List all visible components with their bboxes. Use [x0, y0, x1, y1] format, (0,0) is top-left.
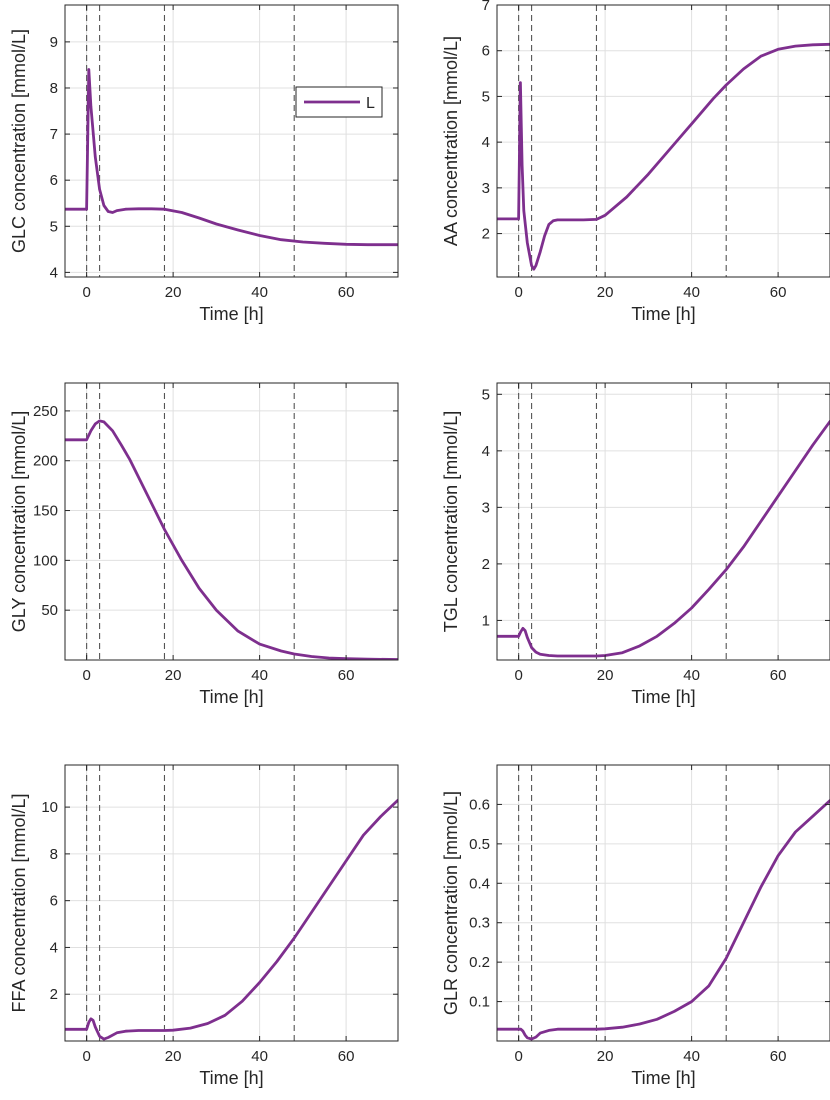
x-axis-label: Time [h]	[631, 304, 695, 324]
x-tick-label: 0	[82, 284, 90, 301]
plot-area	[65, 383, 398, 660]
y-tick-label: 7	[482, 0, 490, 14]
y-tick-label: 0.5	[469, 836, 490, 853]
x-tick-label: 40	[683, 1048, 700, 1065]
y-axis-label: AA concentration [mmol/L]	[441, 36, 461, 246]
y-tick-label: 150	[33, 503, 58, 520]
y-tick-label: 0.1	[469, 994, 490, 1011]
x-tick-label: 60	[338, 284, 355, 301]
y-axis-label: GLY concentration [mmol/L]	[9, 411, 29, 632]
y-tick-label: 0.2	[469, 954, 490, 971]
x-axis-label: Time [h]	[199, 304, 263, 324]
x-axis-label: Time [h]	[631, 687, 695, 707]
y-axis-label: GLC concentration [mmol/L]	[9, 29, 29, 253]
y-tick-label: 3	[482, 180, 490, 197]
y-tick-label: 6	[50, 172, 58, 189]
chart-aa: 0 20 40 60 2 3 4 5 6 7 Time [h] AA concentration [m…	[441, 0, 830, 324]
axes-box	[64, 4, 399, 278]
series-line-L	[497, 799, 830, 1041]
legend-label: L	[366, 95, 375, 112]
x-tick-label: 20	[165, 667, 182, 684]
plot-area	[497, 383, 830, 660]
x-axis-label: Time [h]	[199, 687, 263, 707]
x-tick-label: 60	[770, 667, 787, 684]
x-tick-label: 60	[338, 667, 355, 684]
plot-area	[65, 765, 398, 1041]
y-tick-label: 0.3	[469, 915, 490, 932]
chart-tgl: 0 20 40 60 1 2 3 4 5 Time [h] TGL concentration [m…	[441, 382, 830, 707]
x-tick-label: 40	[683, 667, 700, 684]
y-tick-label: 200	[33, 453, 58, 470]
x-tick-label: 20	[597, 284, 614, 301]
x-tick-label: 40	[683, 284, 700, 301]
x-tick-label: 60	[770, 1048, 787, 1065]
x-tick-label: 0	[514, 667, 522, 684]
x-tick-label: 40	[251, 284, 268, 301]
chart-ffa: 0 20 40 60 2 4 6 8 10 Time [h] FFA concentration […	[9, 764, 399, 1088]
x-tick-label: 20	[165, 284, 182, 301]
y-tick-label: 4	[482, 134, 490, 151]
axes-box	[496, 382, 830, 661]
y-tick-label: 8	[50, 846, 58, 863]
chart-glr: 0 20 40 60 0.1 0.2 0.3 0.4 0.5 0.6 Time [h] GLR con…	[441, 764, 830, 1088]
x-tick-label: 20	[165, 1048, 182, 1065]
y-tick-label: 4	[50, 939, 58, 956]
y-axis-label: GLR concentration [mmol/L]	[441, 791, 461, 1015]
y-tick-label: 5	[482, 386, 490, 403]
x-tick-label: 0	[514, 1048, 522, 1065]
series-line-L	[497, 420, 830, 658]
plot-area	[497, 765, 830, 1041]
y-tick-label: 3	[482, 499, 490, 516]
y-tick-label: 8	[50, 80, 58, 97]
series-line-L	[65, 68, 398, 247]
plot-area	[65, 5, 398, 277]
y-tick-label: 2	[482, 226, 490, 243]
x-axis-label: Time [h]	[199, 1068, 263, 1088]
y-tick-label: 2	[482, 556, 490, 573]
y-tick-label: 6	[482, 43, 490, 60]
axes-box	[496, 4, 830, 278]
axes-box	[64, 764, 399, 1042]
y-tick-label: 5	[482, 88, 490, 105]
y-tick-label: 100	[33, 552, 58, 569]
series-line-L	[65, 419, 398, 660]
y-tick-label: 50	[41, 602, 58, 619]
y-tick-label: 10	[41, 799, 58, 816]
y-axis-label: FFA concentration [mmol/L]	[9, 793, 29, 1012]
y-tick-label: 2	[50, 986, 58, 1003]
chart-glc: 0 20 40 60 4 5 6 7 8 9 Time [h] GLC concentration […	[9, 4, 399, 324]
y-tick-label: 9	[50, 34, 58, 51]
x-tick-label: 40	[251, 667, 268, 684]
y-tick-label: 0.4	[469, 875, 490, 892]
y-tick-label: 4	[50, 264, 58, 281]
x-tick-label: 0	[82, 1048, 90, 1065]
x-tick-label: 0	[514, 284, 522, 301]
x-tick-label: 40	[251, 1048, 268, 1065]
x-axis-label: Time [h]	[631, 1068, 695, 1088]
axes-box	[496, 764, 830, 1042]
y-axis-label: TGL concentration [mmol/L]	[441, 411, 461, 632]
plot-area	[497, 5, 830, 277]
y-tick-label: 4	[482, 443, 490, 460]
y-tick-label: 6	[50, 893, 58, 910]
y-tick-label: 250	[33, 403, 58, 420]
series-line-L	[65, 798, 398, 1041]
x-tick-label: 60	[770, 284, 787, 301]
axes-box	[64, 382, 399, 661]
x-tick-label: 20	[597, 667, 614, 684]
y-tick-label: 7	[50, 126, 58, 143]
chart-gly: 0 20 40 60 50 100 150 200 250 Time [h] GLY concent…	[9, 382, 399, 707]
y-tick-label: 5	[50, 218, 58, 235]
x-tick-label: 60	[338, 1048, 355, 1065]
x-tick-label: 0	[82, 667, 90, 684]
y-tick-label: 1	[482, 612, 490, 629]
y-tick-label: 0.6	[469, 796, 490, 813]
x-tick-label: 20	[597, 1048, 614, 1065]
series-line-L	[497, 42, 830, 271]
